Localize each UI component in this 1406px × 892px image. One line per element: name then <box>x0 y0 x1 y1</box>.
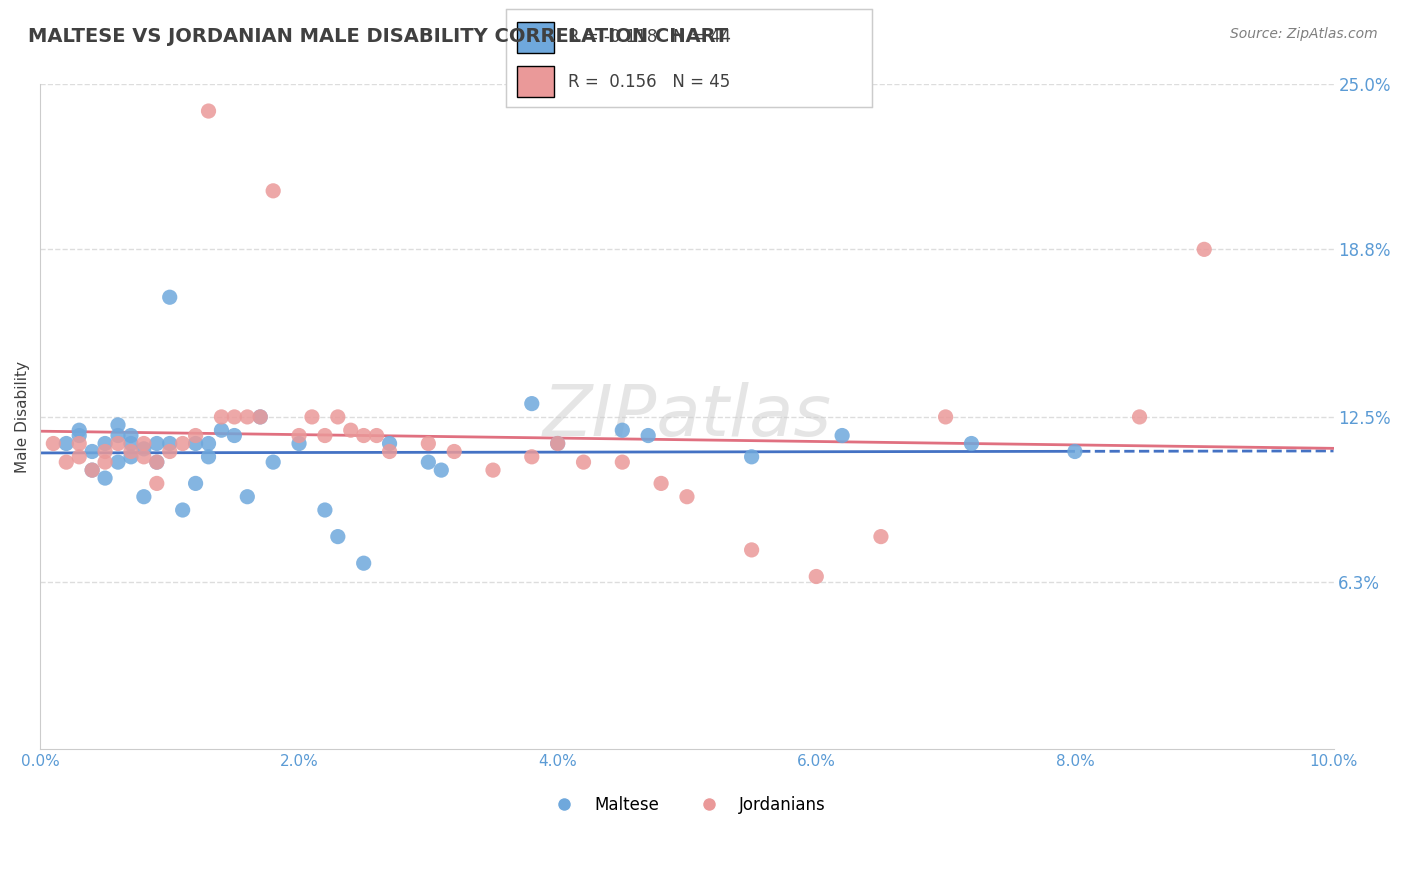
Point <box>806 569 828 583</box>
Point <box>42 436 65 450</box>
Point <box>288 436 311 450</box>
Point <box>132 436 155 450</box>
Point <box>482 463 505 477</box>
Point <box>249 409 271 424</box>
Point <box>676 490 699 504</box>
Point <box>211 409 233 424</box>
Point <box>197 103 219 118</box>
Point <box>159 436 181 450</box>
Point <box>547 436 569 450</box>
Point <box>378 444 401 458</box>
Point <box>224 428 246 442</box>
Point <box>572 455 595 469</box>
Point <box>249 409 271 424</box>
Point <box>67 436 90 450</box>
Point <box>146 476 169 491</box>
FancyBboxPatch shape <box>517 66 554 97</box>
Point <box>184 476 207 491</box>
Point <box>172 436 194 450</box>
Text: ZIPatlas: ZIPatlas <box>543 383 831 451</box>
Point <box>236 490 259 504</box>
Point <box>1064 444 1087 458</box>
Point <box>236 409 259 424</box>
Point <box>132 450 155 464</box>
Point <box>288 428 311 442</box>
Point <box>120 444 142 458</box>
Point <box>326 409 349 424</box>
Point <box>960 436 983 450</box>
Y-axis label: Male Disability: Male Disability <box>15 361 30 473</box>
Point <box>172 503 194 517</box>
Text: Source: ZipAtlas.com: Source: ZipAtlas.com <box>1230 27 1378 41</box>
Point <box>430 463 453 477</box>
Point <box>831 428 853 442</box>
Point <box>1192 243 1215 257</box>
Point <box>612 423 634 437</box>
Point <box>184 428 207 442</box>
Point <box>120 450 142 464</box>
Text: MALTESE VS JORDANIAN MALE DISABILITY CORRELATION CHART: MALTESE VS JORDANIAN MALE DISABILITY COR… <box>28 27 728 45</box>
Point <box>132 442 155 456</box>
Point <box>353 428 375 442</box>
Point <box>107 417 129 432</box>
Point <box>94 471 117 485</box>
Legend: Maltese, Jordanians: Maltese, Jordanians <box>541 789 832 821</box>
Point <box>224 409 246 424</box>
Point <box>741 450 763 464</box>
Point <box>159 290 181 304</box>
Point <box>870 530 893 544</box>
Point <box>637 428 659 442</box>
Point <box>82 444 104 458</box>
Point <box>67 450 90 464</box>
Point <box>935 409 957 424</box>
Point <box>339 423 361 437</box>
Point <box>378 436 401 450</box>
Point <box>520 396 543 410</box>
Point <box>159 444 181 458</box>
Point <box>197 450 219 464</box>
Point <box>146 455 169 469</box>
Point <box>94 455 117 469</box>
Point <box>443 444 465 458</box>
Point <box>107 455 129 469</box>
Point <box>107 436 129 450</box>
Point <box>120 428 142 442</box>
Point <box>211 423 233 437</box>
Point <box>55 436 77 450</box>
Point <box>107 428 129 442</box>
Point <box>314 428 336 442</box>
Point <box>366 428 388 442</box>
Point <box>146 455 169 469</box>
Point <box>650 476 672 491</box>
Point <box>262 184 284 198</box>
Point <box>1128 409 1150 424</box>
Point <box>612 455 634 469</box>
Point <box>94 436 117 450</box>
Point <box>262 455 284 469</box>
Point <box>326 530 349 544</box>
Point <box>82 463 104 477</box>
Point <box>418 455 440 469</box>
Point <box>547 436 569 450</box>
Point <box>67 428 90 442</box>
Point <box>120 436 142 450</box>
Point <box>55 455 77 469</box>
Point <box>314 503 336 517</box>
Point <box>197 436 219 450</box>
Point <box>418 436 440 450</box>
Point <box>301 409 323 424</box>
Point <box>353 556 375 570</box>
Point <box>741 542 763 557</box>
FancyBboxPatch shape <box>517 21 554 54</box>
Point <box>94 444 117 458</box>
Point <box>67 423 90 437</box>
Point <box>132 490 155 504</box>
Point <box>184 436 207 450</box>
Point <box>520 450 543 464</box>
Point <box>82 463 104 477</box>
Text: R =  0.156   N = 45: R = 0.156 N = 45 <box>568 72 731 90</box>
Text: R = -0.118   N = 44: R = -0.118 N = 44 <box>568 29 731 46</box>
Point <box>146 436 169 450</box>
